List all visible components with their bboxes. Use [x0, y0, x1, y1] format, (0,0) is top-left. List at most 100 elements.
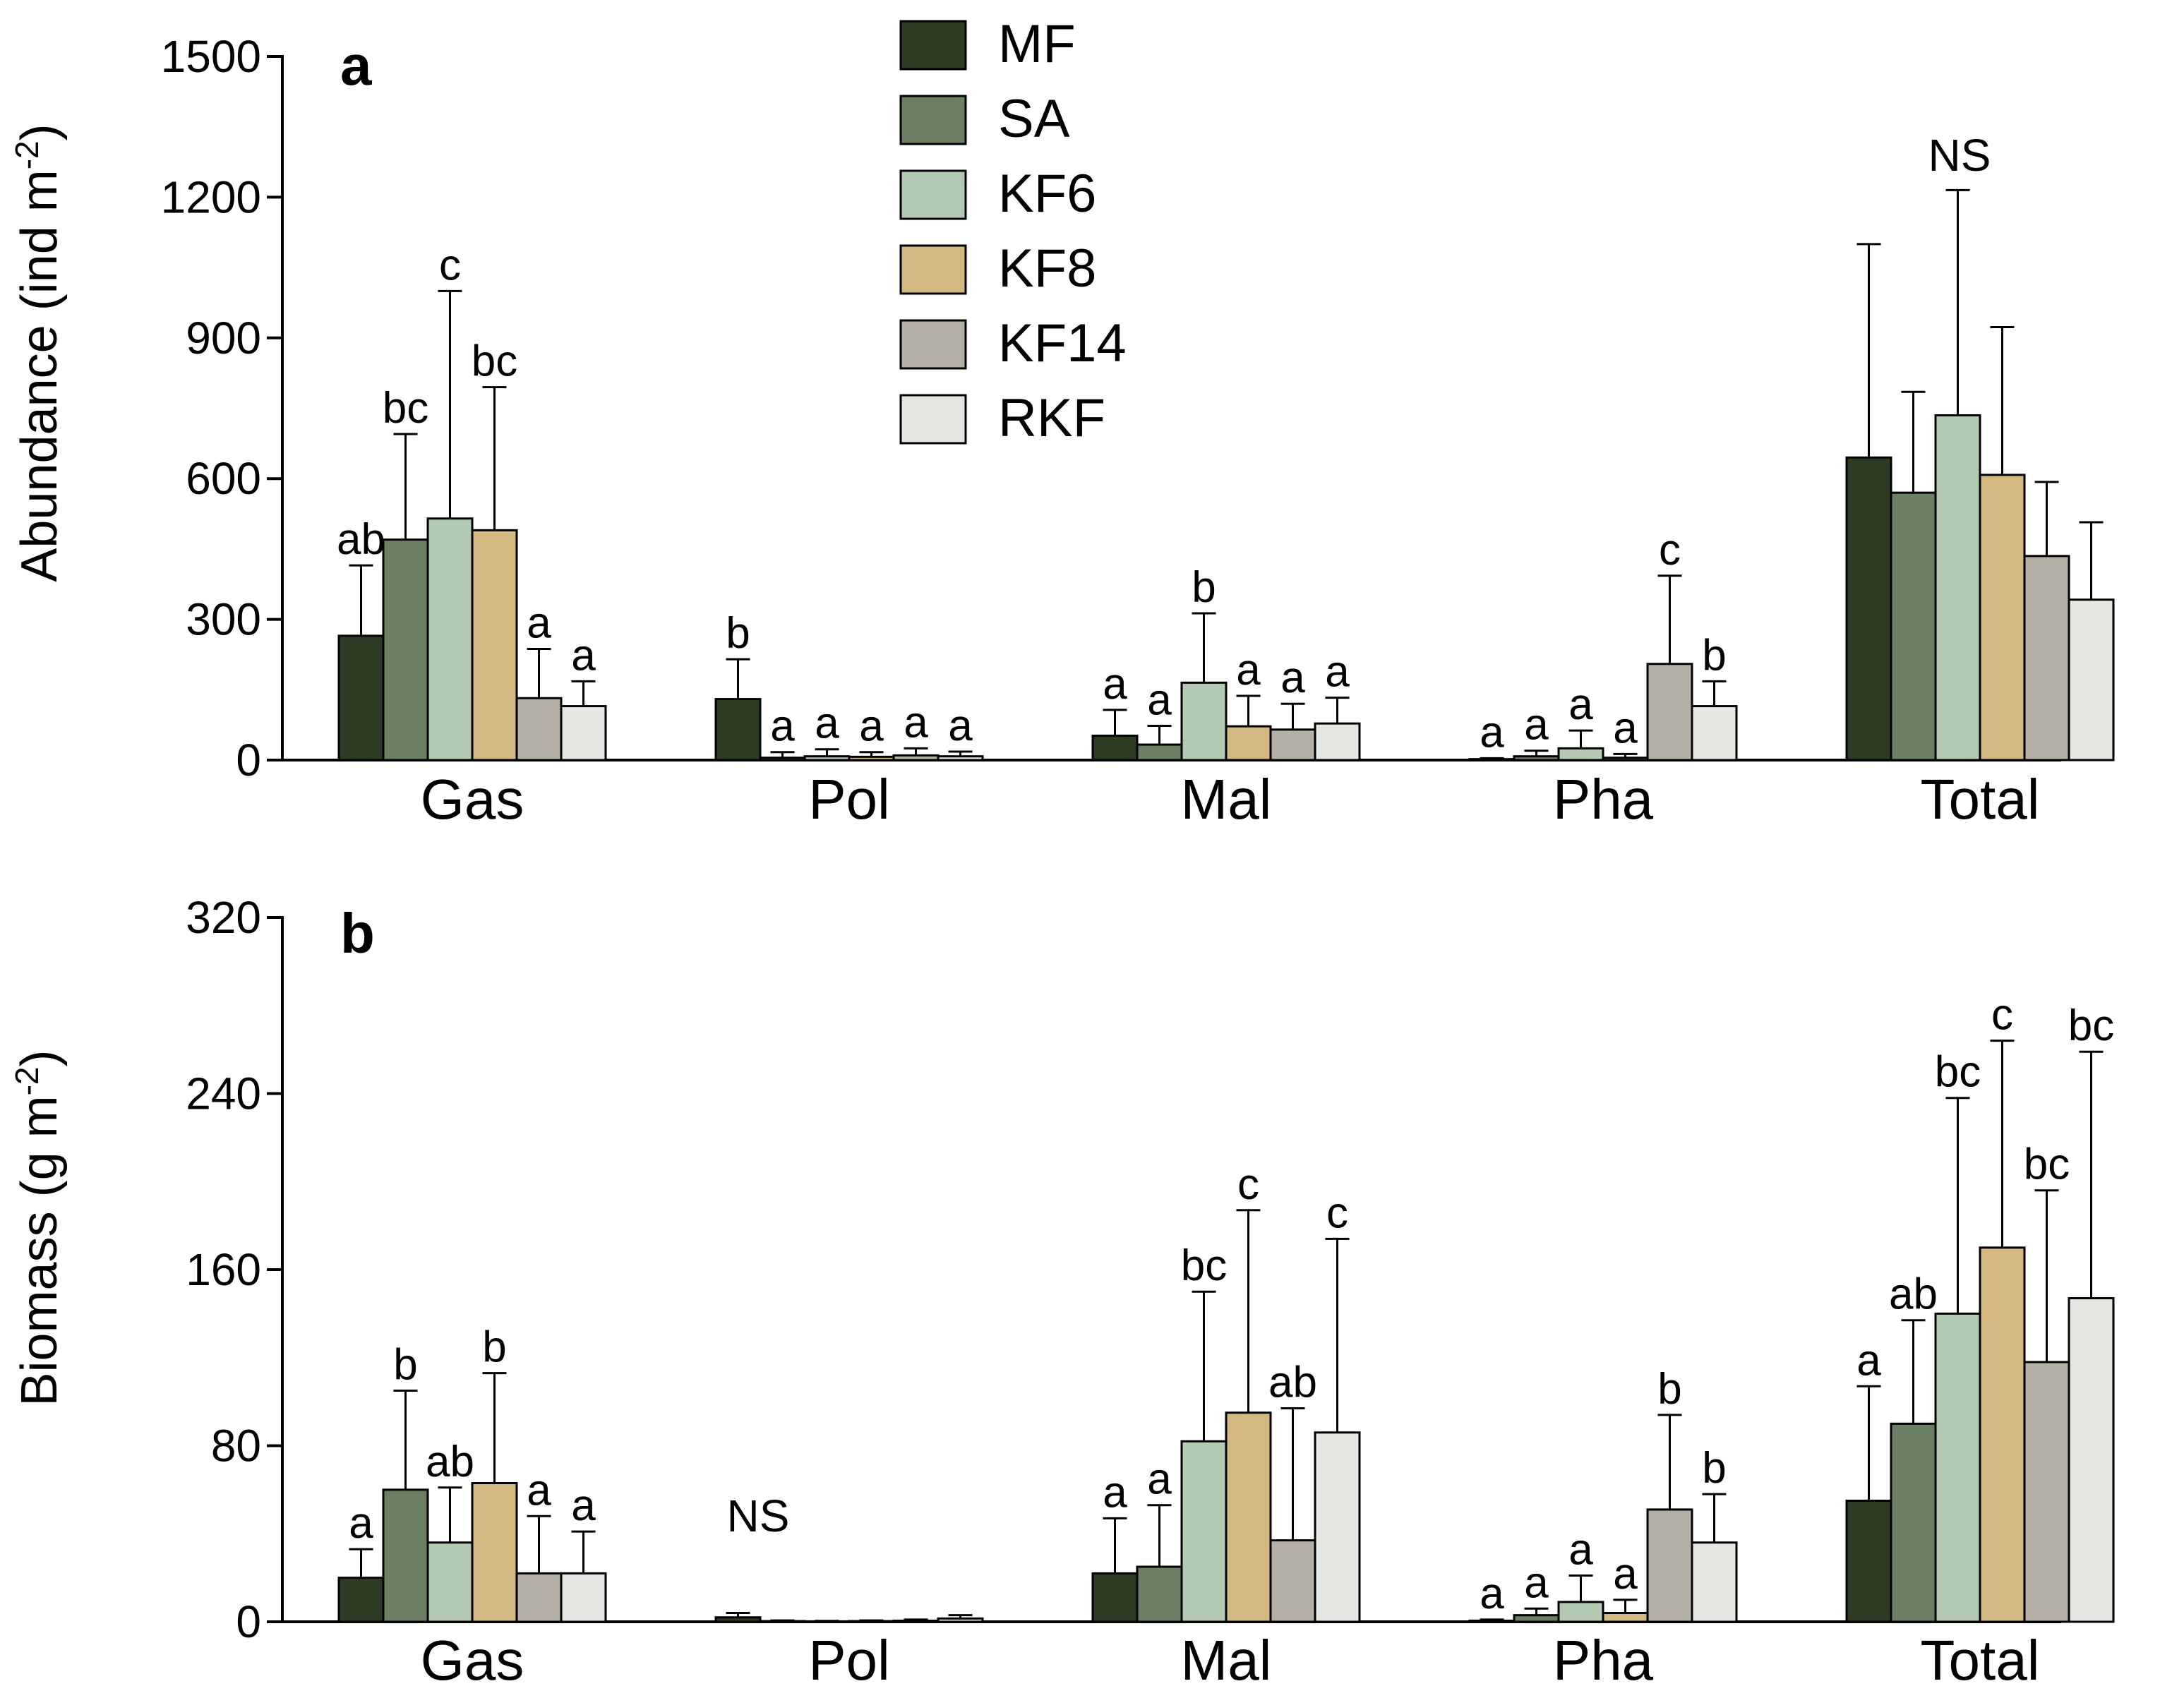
bar-kf6	[803, 1620, 851, 1623]
bar-rkf	[1314, 722, 1361, 761]
bar-kf8	[1979, 474, 2026, 761]
category-label: Gas	[421, 768, 524, 831]
bar-rkf	[937, 755, 984, 761]
bar-kf14	[2023, 1361, 2070, 1623]
y-axis-title: Abundance (ind m-2)	[8, 124, 68, 582]
panel-a-abundance-chart: 0 300 600 900 1200 1500 Abundance (ind m-2) a Ga…	[8, 31, 2115, 831]
significance-label: a	[1103, 1468, 1127, 1517]
bar-kf6	[803, 755, 851, 761]
y-tick-label: 80	[211, 1421, 261, 1471]
bar-kf8	[1602, 1612, 1649, 1623]
bar-kf6	[1934, 414, 1981, 761]
y-tick-label: 0	[236, 1596, 261, 1647]
bar-kf14	[2023, 555, 2070, 761]
category-label: Pol	[808, 768, 890, 831]
legend-swatch-kf8	[899, 244, 967, 295]
significance-label: a	[571, 631, 596, 680]
legend-label: RKF	[998, 388, 1105, 448]
y-axis-title-main: Abundance (ind m	[11, 169, 68, 582]
bar-mf	[1845, 456, 1892, 761]
bar-kf8	[848, 755, 895, 761]
significance-label: ab	[337, 515, 385, 564]
bar-mf	[1468, 1619, 1516, 1623]
bar-mf	[714, 1616, 762, 1623]
bar-kf6	[1934, 1312, 1981, 1623]
significance-label: bc	[1935, 1048, 1981, 1097]
bar-sa	[1890, 1422, 1937, 1623]
significance-label: ab	[426, 1438, 474, 1486]
category-label: Gas	[421, 1629, 524, 1692]
y-axis-title: Biomass (g m-2)	[8, 1050, 68, 1407]
y-tick-label: 1500	[161, 31, 261, 82]
significance-label: a	[1480, 1570, 1504, 1618]
legend-swatch-kf6	[899, 169, 967, 220]
bar-kf8	[848, 1620, 895, 1623]
significance-label: b	[1192, 563, 1216, 612]
significance-label: bc	[2068, 1001, 2114, 1050]
significance-label: a	[1524, 1558, 1549, 1607]
bar-sa	[1513, 755, 1560, 761]
category-label: Pha	[1553, 1629, 1654, 1692]
y-tick-label: 160	[186, 1244, 261, 1295]
significance-label: a	[815, 699, 839, 748]
category-label: Pol	[808, 1629, 890, 1692]
y-axis-title-superscript: -2	[8, 140, 45, 169]
bar-mf	[337, 1577, 385, 1623]
bar-rkf	[937, 1617, 984, 1623]
significance-label: a	[1568, 680, 1593, 729]
bar-kf8	[1979, 1246, 2026, 1623]
bar-sa	[1136, 743, 1183, 761]
y-axis-title-close: )	[11, 124, 68, 140]
bar-kf14	[1269, 1539, 1316, 1623]
bar-rkf	[1691, 1541, 1738, 1623]
bar-rkf	[2068, 1297, 2115, 1623]
significance-label: bc	[1181, 1241, 1227, 1290]
significance-label: a	[904, 698, 928, 747]
significance-label: a	[1325, 648, 1350, 697]
legend-swatch-kf14	[899, 319, 967, 370]
bar-sa	[1890, 491, 1937, 761]
significance-label: a	[1147, 1455, 1172, 1504]
bar-mf	[714, 698, 762, 761]
significance-label: a	[1613, 1550, 1638, 1598]
bar-kf6	[1180, 681, 1228, 761]
significance-label: a	[1480, 708, 1504, 757]
significance-label: a	[859, 702, 884, 751]
bar-kf14	[515, 1572, 563, 1623]
significance-label: c	[1237, 1160, 1259, 1209]
bar-sa	[382, 1488, 429, 1623]
panel-label: a	[340, 34, 372, 97]
bar-kf6	[1557, 747, 1604, 761]
significance-label: b	[1702, 631, 1726, 680]
bar-rkf	[1691, 705, 1738, 761]
significance-label: bc	[383, 384, 428, 433]
bar-kf14	[1646, 1508, 1693, 1623]
bar-kf14	[892, 754, 940, 761]
bar-kf14	[1646, 663, 1693, 761]
significance-label: a	[1280, 654, 1305, 702]
bar-kf14	[1269, 728, 1316, 761]
y-axis-title-main: Biomass (g m	[11, 1095, 68, 1406]
bar-sa	[382, 538, 429, 761]
legend-swatch-sa	[899, 95, 967, 145]
y-tick-label: 900	[186, 313, 261, 363]
bar-kf8	[471, 529, 518, 761]
significance-label: a	[948, 702, 973, 750]
bar-mf	[1468, 758, 1516, 761]
bar-kf6	[1180, 1440, 1228, 1623]
legend-swatch-mf	[899, 20, 967, 71]
y-tick-label: 240	[186, 1068, 261, 1119]
significance-label: c	[1326, 1188, 1348, 1237]
significance-label: a	[527, 598, 551, 647]
significance-label: ab	[1889, 1270, 1938, 1319]
bar-mf	[337, 634, 385, 761]
significance-label: c	[439, 241, 461, 289]
significance-label: bc	[472, 337, 517, 386]
significance-label: a	[349, 1499, 373, 1548]
legend-swatch-rkf	[899, 394, 967, 445]
y-axis-title-superscript: -2	[8, 1066, 45, 1095]
bar-kf6	[426, 517, 474, 761]
legend-label: MF	[998, 14, 1076, 74]
significance-label: a	[1856, 1336, 1881, 1385]
significance-label: a	[571, 1481, 596, 1530]
